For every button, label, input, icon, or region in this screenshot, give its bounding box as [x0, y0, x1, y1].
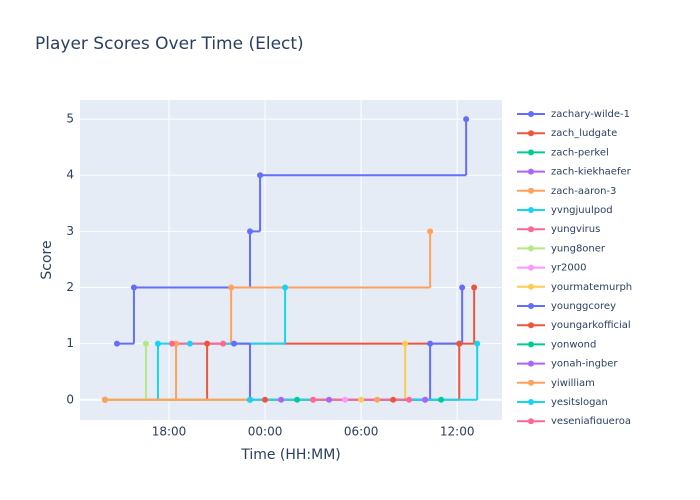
point	[456, 340, 463, 347]
point	[294, 396, 301, 403]
point	[390, 396, 397, 403]
point	[459, 284, 466, 291]
legend-marker	[528, 149, 534, 156]
legend-label: zach-kiekhaefer	[551, 167, 632, 178]
legend-marker	[528, 264, 534, 271]
legend-marker	[528, 245, 534, 252]
legend-label: yourmatemurph	[551, 282, 632, 293]
x-tick-label: 12:00	[440, 425, 475, 439]
x-tick-label: 18:00	[152, 425, 187, 439]
legend-label: youngarkofficial	[551, 320, 631, 331]
legend-marker	[528, 322, 534, 329]
legend-marker	[528, 130, 534, 137]
legend-label: yungvirus	[551, 224, 600, 235]
point	[113, 340, 120, 347]
point	[130, 284, 137, 291]
y-axis-title: Score	[39, 240, 55, 279]
chart-title: Player Scores Over Time (Elect)	[35, 34, 304, 54]
point	[231, 340, 238, 347]
point	[422, 396, 429, 403]
point	[427, 228, 434, 235]
point	[247, 228, 254, 235]
point	[402, 340, 409, 347]
point	[247, 396, 254, 403]
legend-marker	[528, 360, 534, 367]
point	[282, 284, 289, 291]
legend-label: zach_ludgate	[551, 128, 617, 139]
legend-marker	[528, 187, 534, 194]
point	[257, 172, 264, 179]
point	[438, 396, 445, 403]
y-tick-label: 3	[66, 224, 74, 238]
point	[220, 340, 227, 347]
point	[101, 396, 108, 403]
point	[154, 340, 161, 347]
x-axis-title: Time (HH:MM)	[240, 447, 341, 463]
legend-label: zach-aaron-3	[551, 186, 616, 197]
legend-marker	[528, 111, 534, 117]
point	[204, 340, 211, 347]
x-tick-label: 00:00	[248, 425, 283, 439]
legend-label: yeseniafigueroa	[551, 416, 631, 427]
point	[406, 396, 413, 403]
legend-marker	[528, 303, 534, 309]
legend-label: yesitslogan	[551, 397, 608, 408]
legend-marker	[528, 283, 534, 290]
point	[427, 340, 434, 347]
point	[471, 284, 478, 291]
legend-label: yonwond	[551, 339, 596, 350]
point	[142, 340, 149, 347]
y-tick-label: 1	[66, 336, 74, 350]
point	[374, 396, 381, 403]
x-tick-label: 06:00	[344, 425, 379, 439]
y-tick-label: 5	[66, 112, 74, 126]
legend-marker	[528, 168, 534, 175]
point	[186, 340, 193, 347]
y-tick-label: 0	[66, 392, 74, 406]
legend-label: younggcorey	[551, 301, 616, 312]
legend-label: yvngjuulpod	[551, 205, 613, 216]
y-tick-label: 2	[66, 280, 74, 294]
point	[326, 396, 333, 403]
legend-marker	[528, 399, 534, 405]
plot	[101, 116, 481, 403]
legend-label: yonah-ingber	[551, 359, 618, 370]
point	[228, 284, 235, 291]
point	[474, 340, 481, 347]
point	[262, 396, 269, 403]
point	[278, 396, 285, 403]
legend-label: yiwilliam	[551, 378, 595, 389]
legend-marker	[528, 379, 534, 386]
legend-marker	[528, 226, 534, 233]
point	[342, 396, 349, 403]
legend-marker	[528, 341, 534, 348]
legend-label: zachary-wilde-1	[551, 109, 630, 120]
legend-marker	[528, 207, 534, 213]
legend: zachary-wilde-1 zach_ludgate zach-perkel za…	[517, 109, 632, 427]
legend-label: yung8oner	[551, 243, 606, 254]
legend-label: yr2000	[551, 263, 586, 274]
legend-marker	[528, 418, 534, 424]
plot-area	[80, 100, 502, 420]
point	[310, 396, 317, 403]
y-tick-label: 4	[66, 168, 74, 182]
point	[358, 396, 365, 403]
point	[169, 340, 176, 347]
point	[463, 116, 470, 123]
legend-label: zach-perkel	[551, 147, 609, 158]
